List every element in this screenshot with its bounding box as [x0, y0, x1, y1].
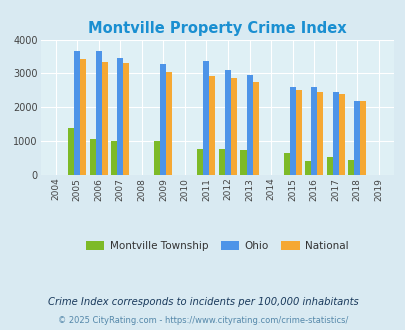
Bar — [209, 76, 215, 175]
Bar — [224, 70, 230, 175]
Legend: Montville Township, Ohio, National: Montville Township, Ohio, National — [81, 237, 352, 255]
Bar — [252, 82, 258, 175]
Bar — [111, 141, 117, 175]
Title: Montville Property Crime Index: Montville Property Crime Index — [87, 21, 346, 36]
Bar — [166, 72, 172, 175]
Bar — [80, 59, 86, 175]
Bar — [326, 157, 332, 175]
Bar — [332, 92, 338, 175]
Bar — [160, 64, 166, 175]
Bar — [218, 149, 224, 175]
Bar — [310, 87, 316, 175]
Bar — [240, 149, 246, 175]
Bar — [197, 148, 203, 175]
Bar — [154, 141, 160, 175]
Bar — [246, 75, 252, 175]
Bar — [74, 51, 80, 175]
Bar — [96, 51, 102, 175]
Bar — [347, 160, 353, 175]
Bar — [117, 58, 123, 175]
Bar — [289, 87, 295, 175]
Bar — [359, 101, 365, 175]
Bar — [316, 92, 322, 175]
Bar — [203, 61, 209, 175]
Bar — [338, 94, 344, 175]
Bar — [102, 62, 108, 175]
Bar — [295, 90, 301, 175]
Text: © 2025 CityRating.com - https://www.cityrating.com/crime-statistics/: © 2025 CityRating.com - https://www.city… — [58, 316, 347, 325]
Bar — [68, 128, 74, 175]
Bar — [90, 139, 96, 175]
Bar — [230, 78, 237, 175]
Text: Crime Index corresponds to incidents per 100,000 inhabitants: Crime Index corresponds to incidents per… — [47, 297, 358, 307]
Bar — [304, 161, 310, 175]
Bar — [123, 63, 129, 175]
Bar — [283, 153, 289, 175]
Bar — [353, 102, 359, 175]
